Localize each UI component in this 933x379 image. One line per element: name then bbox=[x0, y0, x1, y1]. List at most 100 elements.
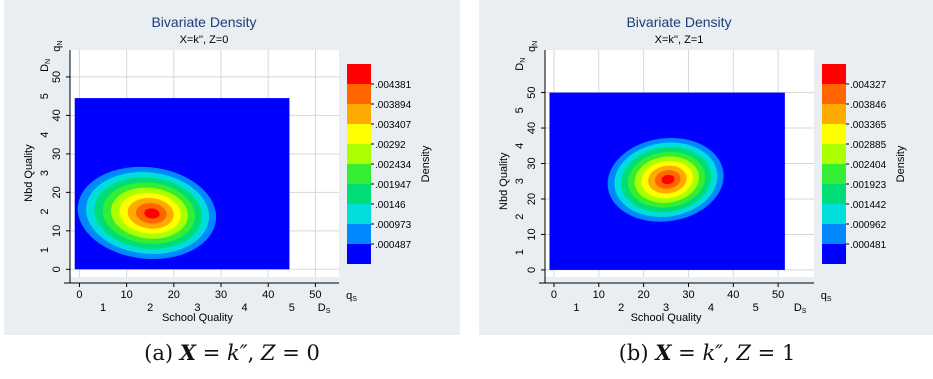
x-end-letter-b: D bbox=[794, 302, 802, 314]
x-secondary-label-a: 1 bbox=[100, 302, 106, 314]
x-secondary-label-b: 1 bbox=[573, 302, 579, 314]
chart-subtitle-b: X=k'', Z=1 bbox=[655, 34, 704, 46]
x-tick-label-b: 40 bbox=[727, 289, 739, 301]
colorbar-segment-a bbox=[347, 164, 371, 184]
colorbar-label-a: .001947 bbox=[375, 180, 412, 191]
caption-b-label: (b) bbox=[618, 341, 656, 365]
colorbar-label-b: .001923 bbox=[850, 180, 887, 191]
x-tick-label-b: 10 bbox=[593, 289, 605, 301]
chart-title-a: Bivariate Density bbox=[151, 14, 256, 30]
colorbar-segment-a bbox=[347, 104, 371, 124]
x-tick-label-b: 50 bbox=[772, 289, 784, 301]
y-end-label-a: DN bbox=[39, 59, 52, 72]
x-tick-label-b: 20 bbox=[638, 289, 650, 301]
colorbar-segment-b bbox=[822, 84, 846, 104]
x-secondary-label-a: 2 bbox=[147, 302, 153, 314]
colorbar-segment-a bbox=[347, 244, 371, 264]
x-end-subscript-b: S bbox=[802, 308, 807, 315]
y-tick-label-a: 10 bbox=[51, 225, 63, 237]
x-end-subscript-a: S bbox=[326, 308, 331, 315]
x-end-label-a: qS bbox=[346, 290, 357, 303]
y-secondary-label-a: 3 bbox=[39, 170, 51, 176]
y-axis-label-a: Nbd Quality bbox=[23, 144, 35, 202]
colorbar-title-b: Density bbox=[895, 145, 907, 182]
y-end-letter-b: q bbox=[526, 46, 538, 52]
x-secondary-label-b: 5 bbox=[753, 302, 759, 314]
x-axis-label-b: School Quality bbox=[631, 312, 702, 324]
x-tick-label-a: 30 bbox=[215, 289, 227, 301]
y-secondary-label-b: 2 bbox=[514, 214, 526, 220]
colorbar-segment-b bbox=[822, 64, 846, 84]
y-secondary-label-b: 3 bbox=[514, 178, 526, 184]
y-secondary-label-b: 5 bbox=[514, 107, 526, 113]
colorbar-segment-a bbox=[347, 184, 371, 204]
x-axis-label-a: School Quality bbox=[162, 312, 233, 324]
y-tick-label-b: 20 bbox=[526, 193, 538, 205]
x-end-subscript-a: S bbox=[352, 296, 357, 303]
x-end-label-b: qS bbox=[821, 290, 832, 303]
colorbar-label-b: .002404 bbox=[850, 160, 887, 171]
colorbar-label-a: .002434 bbox=[375, 160, 412, 171]
y-end-label-a: qN bbox=[51, 41, 64, 52]
caption-b-math1: k″ bbox=[702, 341, 724, 365]
y-tick-label-b: 40 bbox=[526, 122, 538, 134]
colorbar-segment-a bbox=[347, 64, 371, 84]
caption-b: (b) X = k″, Z = 1 bbox=[479, 340, 933, 365]
x-secondary-label-b: 2 bbox=[618, 302, 624, 314]
y-secondary-label-a: 4 bbox=[39, 132, 51, 138]
colorbar-label-b: .003365 bbox=[850, 120, 887, 131]
y-end-subscript-b: N bbox=[520, 58, 527, 63]
x-end-letter-a: D bbox=[318, 302, 326, 314]
x-end-label-b: DS bbox=[794, 302, 807, 315]
y-tick-label-a: 40 bbox=[51, 109, 63, 121]
colorbar-segment-b bbox=[822, 224, 846, 244]
caption-a-bold: X bbox=[179, 340, 197, 365]
x-tick-label-a: 40 bbox=[262, 289, 274, 301]
y-tick-label-b: 10 bbox=[526, 228, 538, 240]
chart-panel-b: Bivariate Density X=k'', Z=1 0 10 20 30 40 50 1 2… bbox=[479, 0, 933, 379]
x-secondary-label-a: 5 bbox=[289, 302, 295, 314]
y-end-label-b: qN bbox=[526, 41, 539, 52]
y-tick-label-a: 30 bbox=[51, 148, 63, 160]
y-secondary-label-b: 1 bbox=[514, 249, 526, 255]
caption-b-eq1: = bbox=[671, 341, 703, 365]
y-tick-label-a: 50 bbox=[51, 71, 63, 83]
y-tick-label-b: 50 bbox=[526, 86, 538, 98]
colorbar-segment-a bbox=[347, 224, 371, 244]
colorbar-segment-b bbox=[822, 204, 846, 224]
colorbar-label-a: .004381 bbox=[375, 80, 412, 91]
x-end-subscript-b: S bbox=[827, 296, 832, 303]
y-secondary-label-a: 2 bbox=[39, 209, 51, 215]
caption-a-label: (a) bbox=[144, 341, 180, 365]
colorbar-label-b: .002885 bbox=[850, 140, 887, 151]
chart-b-svg: Bivariate Density X=k'', Z=1 0 10 20 30 40 50 1 2… bbox=[479, 0, 933, 335]
y-axis-label-b: Nbd Quality bbox=[498, 152, 510, 210]
y-end-letter-a: D bbox=[39, 64, 51, 72]
chart-subtitle-a: X=k'', Z=0 bbox=[180, 34, 229, 46]
density-contour-a bbox=[144, 208, 160, 219]
colorbar-segment-a bbox=[347, 84, 371, 104]
colorbar-segment-a bbox=[347, 204, 371, 224]
x-secondary-label-b: 4 bbox=[708, 302, 714, 314]
colorbar-label-b: .000962 bbox=[850, 220, 887, 231]
y-tick-label-b: 0 bbox=[526, 267, 538, 273]
caption-a-eq2: = bbox=[275, 341, 307, 365]
y-end-subscript-a: N bbox=[57, 41, 64, 46]
colorbar-title-a: Density bbox=[420, 145, 432, 182]
x-end-letter-a: q bbox=[346, 290, 352, 302]
x-tick-label-b: 30 bbox=[682, 289, 694, 301]
caption-b-bold: X bbox=[655, 340, 672, 365]
colorbar-label-a: .000487 bbox=[375, 240, 412, 251]
colorbar-label-b: .003846 bbox=[850, 100, 887, 111]
x-end-label-a: DS bbox=[318, 302, 331, 315]
colorbar-segment-b bbox=[822, 124, 846, 144]
y-secondary-label-b: 4 bbox=[514, 143, 526, 149]
colorbar-label-a: .00292 bbox=[375, 140, 406, 151]
caption-b-eq2: = bbox=[750, 341, 782, 365]
chart-title-b: Bivariate Density bbox=[626, 14, 731, 30]
y-end-letter-a: q bbox=[51, 46, 63, 52]
caption-b-math2: Z bbox=[736, 341, 751, 365]
caption-b-sep: , bbox=[723, 341, 737, 365]
x-secondary-label-b: 3 bbox=[663, 302, 669, 314]
